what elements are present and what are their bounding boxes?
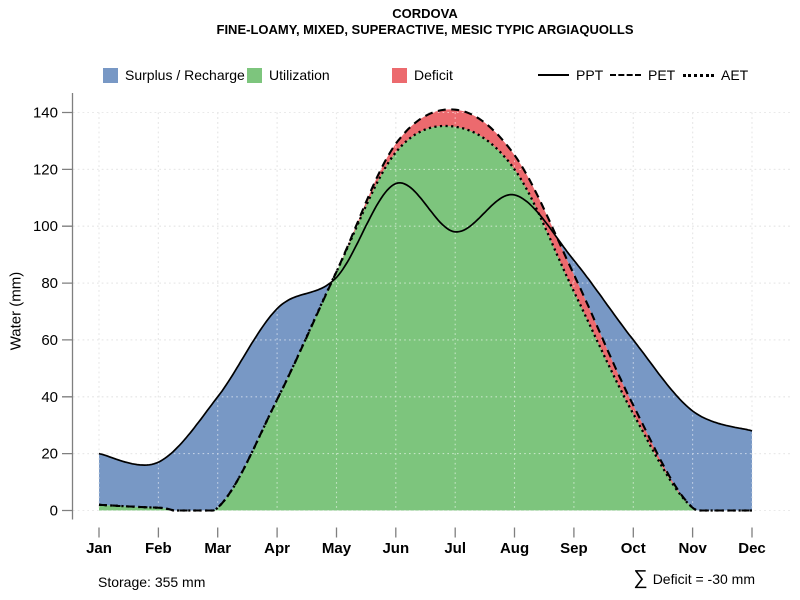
x-tick-label-aug: Aug (500, 540, 529, 557)
utilization-swatch-icon (247, 67, 262, 83)
legend-item-surplus: Surplus / Recharge (103, 66, 245, 84)
y-tick-label: 0 (50, 503, 58, 520)
x-axis-ticks (98, 527, 753, 538)
legend-label-utilization: Utilization (269, 67, 330, 83)
legend-label-aet: AET (721, 67, 749, 83)
legend-label-ppt: PPT (576, 67, 604, 83)
pet-line (98, 108, 752, 512)
x-tick-label-jun: Jun (382, 540, 409, 557)
legend-label-surplus: Surplus / Recharge (125, 67, 245, 83)
y-tick-label: 60 (41, 332, 58, 349)
deficit-annotation: ∑ Deficit = -30 mm (633, 567, 755, 589)
y-tick-label: 20 (41, 446, 58, 463)
legend-item-aet: AET (683, 66, 748, 84)
storage-annotation: Storage: 355 mm (98, 574, 206, 590)
legend-label-deficit: Deficit (414, 67, 453, 83)
x-tick-label-feb: Feb (145, 540, 172, 557)
legend-item-pet: PET (610, 66, 675, 84)
dotted-line-icon (683, 73, 714, 77)
y-tick-label: 40 (41, 389, 58, 406)
y-tick-label: 120 (33, 161, 58, 178)
x-tick-label-jul: Jul (444, 540, 466, 557)
legend-item-utilization: Utilization (247, 66, 330, 84)
x-tick-label-mar: Mar (204, 540, 231, 557)
aet-line (98, 124, 752, 512)
legend-item-deficit: Deficit (392, 66, 453, 84)
y-tick-label: 100 (33, 218, 58, 235)
dashed-line-icon (610, 74, 641, 76)
solid-line-icon (538, 74, 569, 76)
x-tick-label-sep: Sep (560, 540, 588, 557)
x-tick-label-oct: Oct (621, 540, 646, 557)
ppt-line (98, 181, 753, 466)
y-axis-ticks (62, 111, 73, 512)
x-tick-label-dec: Dec (738, 540, 766, 557)
legend-item-ppt: PPT (538, 66, 603, 84)
y-tick-label: 80 (41, 275, 58, 292)
x-tick-label-nov: Nov (678, 540, 707, 557)
chart-title: CORDOVA (392, 6, 458, 21)
x-tick-label-apr: Apr (264, 540, 290, 557)
deficit-total-label: Deficit = -30 mm (652, 571, 755, 587)
legend-label-pet: PET (648, 67, 676, 83)
chart-subtitle: FINE-LOAMY, MIXED, SUPERACTIVE, MESIC TY… (216, 22, 634, 37)
deficit-swatch-icon (392, 67, 407, 83)
y-tick-label: 140 (33, 105, 58, 122)
x-tick-label-may: May (322, 540, 352, 557)
surplus-swatch-icon (103, 67, 118, 83)
sigma-symbol: ∑ (633, 567, 648, 589)
x-tick-label-jan: Jan (86, 540, 112, 557)
utilization-area (99, 125, 752, 511)
